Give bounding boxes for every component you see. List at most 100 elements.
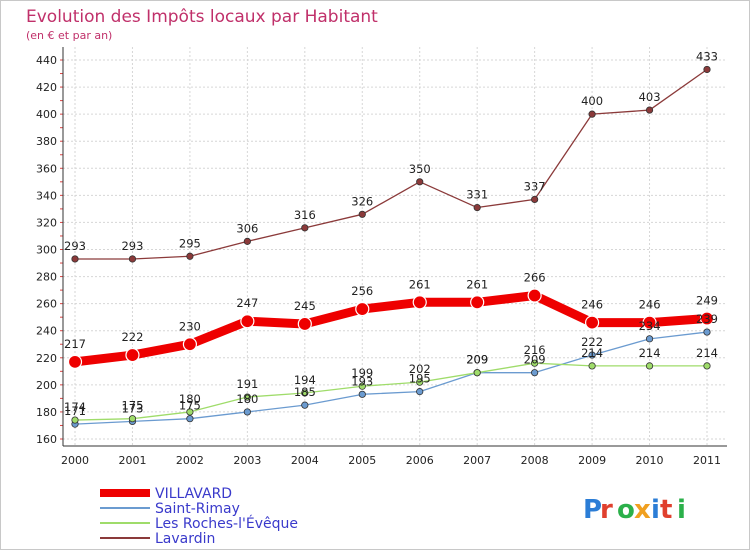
data-label: 199 (351, 366, 373, 380)
data-label: 266 (524, 271, 546, 285)
logo-letter: i (677, 495, 686, 525)
y-tick-label: 240 (36, 325, 57, 338)
data-point (645, 106, 654, 114)
data-point (645, 335, 654, 343)
data-point (355, 301, 370, 317)
data-label: 209 (466, 353, 488, 367)
data-point (125, 347, 140, 363)
data-label: 230 (179, 319, 201, 333)
series-villavard (67, 288, 715, 369)
logo-letter: o (617, 495, 635, 525)
data-label: 306 (236, 221, 258, 235)
data-label: 246 (639, 298, 661, 312)
data-point (128, 255, 137, 263)
data-point (71, 416, 79, 424)
data-label: 326 (351, 194, 373, 208)
legend-label: VILLAVARD (155, 486, 232, 502)
data-point (642, 315, 657, 330)
x-tick-label: 2003 (233, 454, 261, 467)
data-label: 185 (294, 385, 316, 399)
data-point (703, 328, 711, 336)
data-label: 246 (581, 298, 603, 312)
data-point (699, 311, 715, 326)
y-tick-label: 340 (36, 189, 57, 202)
data-label: 222 (121, 330, 143, 344)
data-label: 180 (179, 392, 201, 406)
series-line-villavard (70, 291, 712, 367)
data-label: 256 (351, 284, 373, 298)
data-label: 245 (294, 299, 316, 313)
y-tick-label: 180 (36, 406, 57, 419)
x-tick-label: 2004 (291, 454, 319, 467)
data-label: 195 (409, 372, 431, 386)
data-label: 261 (409, 277, 431, 291)
data-point (301, 224, 309, 232)
data-point (128, 415, 137, 423)
data-label: 175 (179, 399, 201, 413)
data-label: 214 (581, 346, 603, 360)
y-tick-label: 260 (36, 298, 57, 311)
y-tick-label: 280 (36, 271, 57, 284)
data-label: 193 (351, 374, 373, 388)
data-point (297, 316, 312, 332)
data-label: 171 (64, 404, 86, 418)
data-point (412, 295, 427, 310)
proxiti-logo: Pr o x i t i (583, 495, 686, 525)
data-point (645, 362, 654, 370)
x-tick-label: 2001 (118, 454, 146, 467)
data-point (186, 252, 194, 260)
data-point (358, 390, 366, 398)
data-point (358, 382, 366, 390)
data-label: 234 (639, 319, 661, 333)
data-point (588, 362, 596, 370)
y-tick-label: 320 (36, 216, 57, 229)
data-point (358, 210, 366, 218)
data-point (473, 203, 481, 212)
data-label: 191 (236, 377, 258, 391)
data-point (186, 415, 194, 423)
series-line-saint-rimay (74, 331, 708, 425)
data-label: 247 (236, 296, 258, 310)
data-point (243, 408, 251, 416)
data-point (531, 195, 539, 204)
data-point (416, 178, 424, 186)
legend-label: Les Roches-l'Évêque (155, 515, 298, 532)
data-label: 173 (121, 401, 143, 415)
data-point (588, 351, 596, 359)
data-point (186, 408, 194, 416)
series-line-les-roches-l-v-que (74, 362, 708, 421)
axes: 160 180 200 220 240 260 280 300 320 340 360 380 400 4… (36, 47, 727, 467)
grid (63, 47, 727, 446)
data-label: 216 (524, 343, 546, 357)
series-les-roches-l-v-que (71, 359, 711, 424)
series-lavardin (71, 65, 711, 263)
data-point (71, 255, 79, 263)
data-label: 295 (179, 236, 201, 250)
data-label: 209 (524, 353, 546, 367)
data-label: 331 (466, 188, 488, 202)
legend-label: Saint-Rimay (155, 501, 240, 517)
data-point (703, 65, 711, 74)
y-tick-label: 160 (36, 433, 57, 446)
data-point (703, 362, 711, 370)
data-label: 202 (409, 362, 431, 376)
x-tick-label: 2006 (406, 454, 434, 467)
data-point (470, 295, 485, 310)
x-tick-label: 2009 (578, 454, 606, 467)
data-label: 337 (524, 179, 546, 193)
data-label: 316 (294, 208, 316, 222)
x-tick-label: 2002 (176, 454, 204, 467)
x-tick-label: 2005 (348, 454, 376, 467)
data-point (473, 369, 481, 377)
chart-title: Evolution des Impôts locaux par Habitant (26, 7, 378, 27)
data-point (531, 359, 539, 367)
data-label: 261 (466, 277, 488, 291)
data-point (67, 354, 83, 369)
data-label: 174 (64, 400, 86, 414)
data-label: 249 (696, 294, 718, 308)
x-tick-label: 2010 (636, 454, 664, 467)
